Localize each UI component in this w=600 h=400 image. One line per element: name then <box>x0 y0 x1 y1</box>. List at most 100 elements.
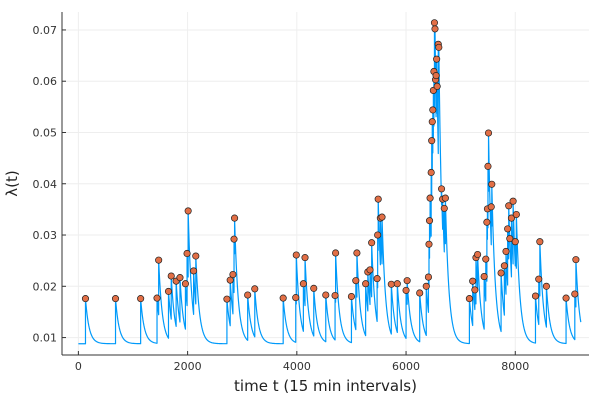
event-point <box>428 118 436 126</box>
event-point <box>352 277 360 285</box>
event-point <box>424 273 432 281</box>
event-point <box>428 137 436 145</box>
event-point <box>509 197 517 205</box>
event-point <box>362 280 370 288</box>
event-point <box>279 294 287 302</box>
event-point <box>425 240 433 248</box>
x-tick-label: 8000 <box>501 360 529 373</box>
x-tick-label: 2000 <box>174 360 202 373</box>
event-point <box>507 214 516 222</box>
event-point <box>437 185 446 193</box>
x-tick-label: 4000 <box>283 360 311 373</box>
event-point <box>393 280 401 288</box>
event-point <box>164 287 173 295</box>
event-point <box>435 43 443 51</box>
event-point <box>378 213 386 221</box>
event-point <box>430 19 438 27</box>
event-point <box>331 291 339 300</box>
event-point <box>229 270 237 279</box>
event-point <box>353 249 361 257</box>
event-point <box>471 286 479 294</box>
event-point <box>500 262 508 270</box>
event-point <box>506 235 514 243</box>
event-point <box>536 238 544 246</box>
event-point <box>81 295 90 303</box>
event-point <box>292 294 300 302</box>
event-point <box>431 25 439 33</box>
event-point <box>322 291 330 299</box>
event-point <box>484 162 492 170</box>
event-point <box>416 289 424 297</box>
event-point <box>402 286 410 294</box>
event-point <box>374 231 382 239</box>
y-tick-label: 0.07 <box>33 24 58 37</box>
event-point <box>403 277 411 285</box>
event-point <box>137 295 145 303</box>
event-point <box>231 214 239 222</box>
event-point <box>504 225 512 233</box>
event-point <box>512 210 520 219</box>
y-tick-label: 0.05 <box>33 126 58 139</box>
y-tick-label: 0.01 <box>33 332 58 345</box>
event-point <box>562 294 570 302</box>
event-point <box>292 251 300 259</box>
event-point <box>482 255 490 263</box>
y-tick-label: 0.06 <box>33 75 58 88</box>
event-point <box>441 194 449 202</box>
event-point <box>181 280 189 288</box>
event-point <box>483 218 491 226</box>
event-point <box>511 238 519 246</box>
event-point <box>432 72 440 80</box>
event-point <box>535 275 543 283</box>
x-tick-label: 6000 <box>392 360 420 373</box>
event-point <box>226 276 234 284</box>
event-point <box>251 285 259 293</box>
y-tick-label: 0.03 <box>33 229 58 242</box>
event-point <box>469 277 477 285</box>
event-point <box>190 267 198 275</box>
event-point <box>425 217 434 225</box>
event-point <box>440 204 448 212</box>
event-point <box>192 252 200 260</box>
x-axis-title: time t (15 min intervals) <box>234 377 417 395</box>
event-point <box>433 82 441 90</box>
event-point <box>433 55 441 63</box>
y-axis-title: λ(t) <box>3 170 21 196</box>
event-point <box>184 207 192 215</box>
event-point <box>497 269 505 277</box>
event-point <box>223 295 231 303</box>
event-point <box>153 294 161 302</box>
event-point <box>465 295 473 303</box>
x-tick-label: 0 <box>75 360 82 373</box>
event-point <box>502 247 510 255</box>
event-point <box>111 295 120 303</box>
event-point <box>310 284 318 292</box>
event-point <box>474 250 482 259</box>
event-point <box>299 280 307 288</box>
axes: 0 2000 4000 6000 8000 0.01 0.02 0.03 0.04 0.05 0.0… <box>33 12 589 373</box>
event-point <box>373 275 381 283</box>
event-point <box>230 235 238 243</box>
event-point <box>429 106 437 114</box>
event-point <box>366 266 374 274</box>
event-point <box>542 282 550 290</box>
event-point <box>422 282 430 290</box>
event-point <box>571 290 579 298</box>
event-point <box>183 249 191 258</box>
event-markers <box>81 19 580 303</box>
y-tick-label: 0.04 <box>33 178 58 191</box>
series-line-group <box>78 22 582 345</box>
intensity-line <box>78 22 582 345</box>
event-point <box>426 194 434 202</box>
event-point <box>368 239 376 247</box>
event-point <box>427 168 435 177</box>
event-point <box>176 274 184 282</box>
event-point <box>531 292 540 300</box>
event-point <box>487 203 495 211</box>
event-point <box>155 256 163 264</box>
event-point <box>301 254 309 262</box>
event-point <box>488 180 496 188</box>
event-point <box>484 129 493 137</box>
